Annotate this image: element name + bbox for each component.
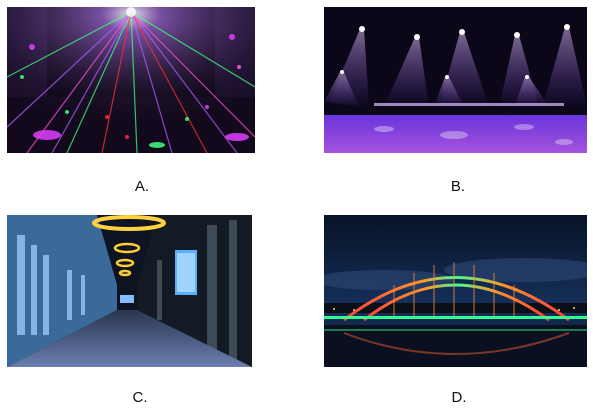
option-c-image bbox=[7, 215, 252, 367]
option-c-label: C. bbox=[132, 389, 148, 406]
option-a-image bbox=[7, 7, 255, 153]
option-b-image bbox=[324, 7, 587, 153]
option-d-label: D. bbox=[451, 389, 467, 406]
option-b-label: B. bbox=[450, 178, 466, 195]
option-d-image bbox=[324, 215, 587, 367]
option-a-label: A. bbox=[134, 178, 150, 195]
